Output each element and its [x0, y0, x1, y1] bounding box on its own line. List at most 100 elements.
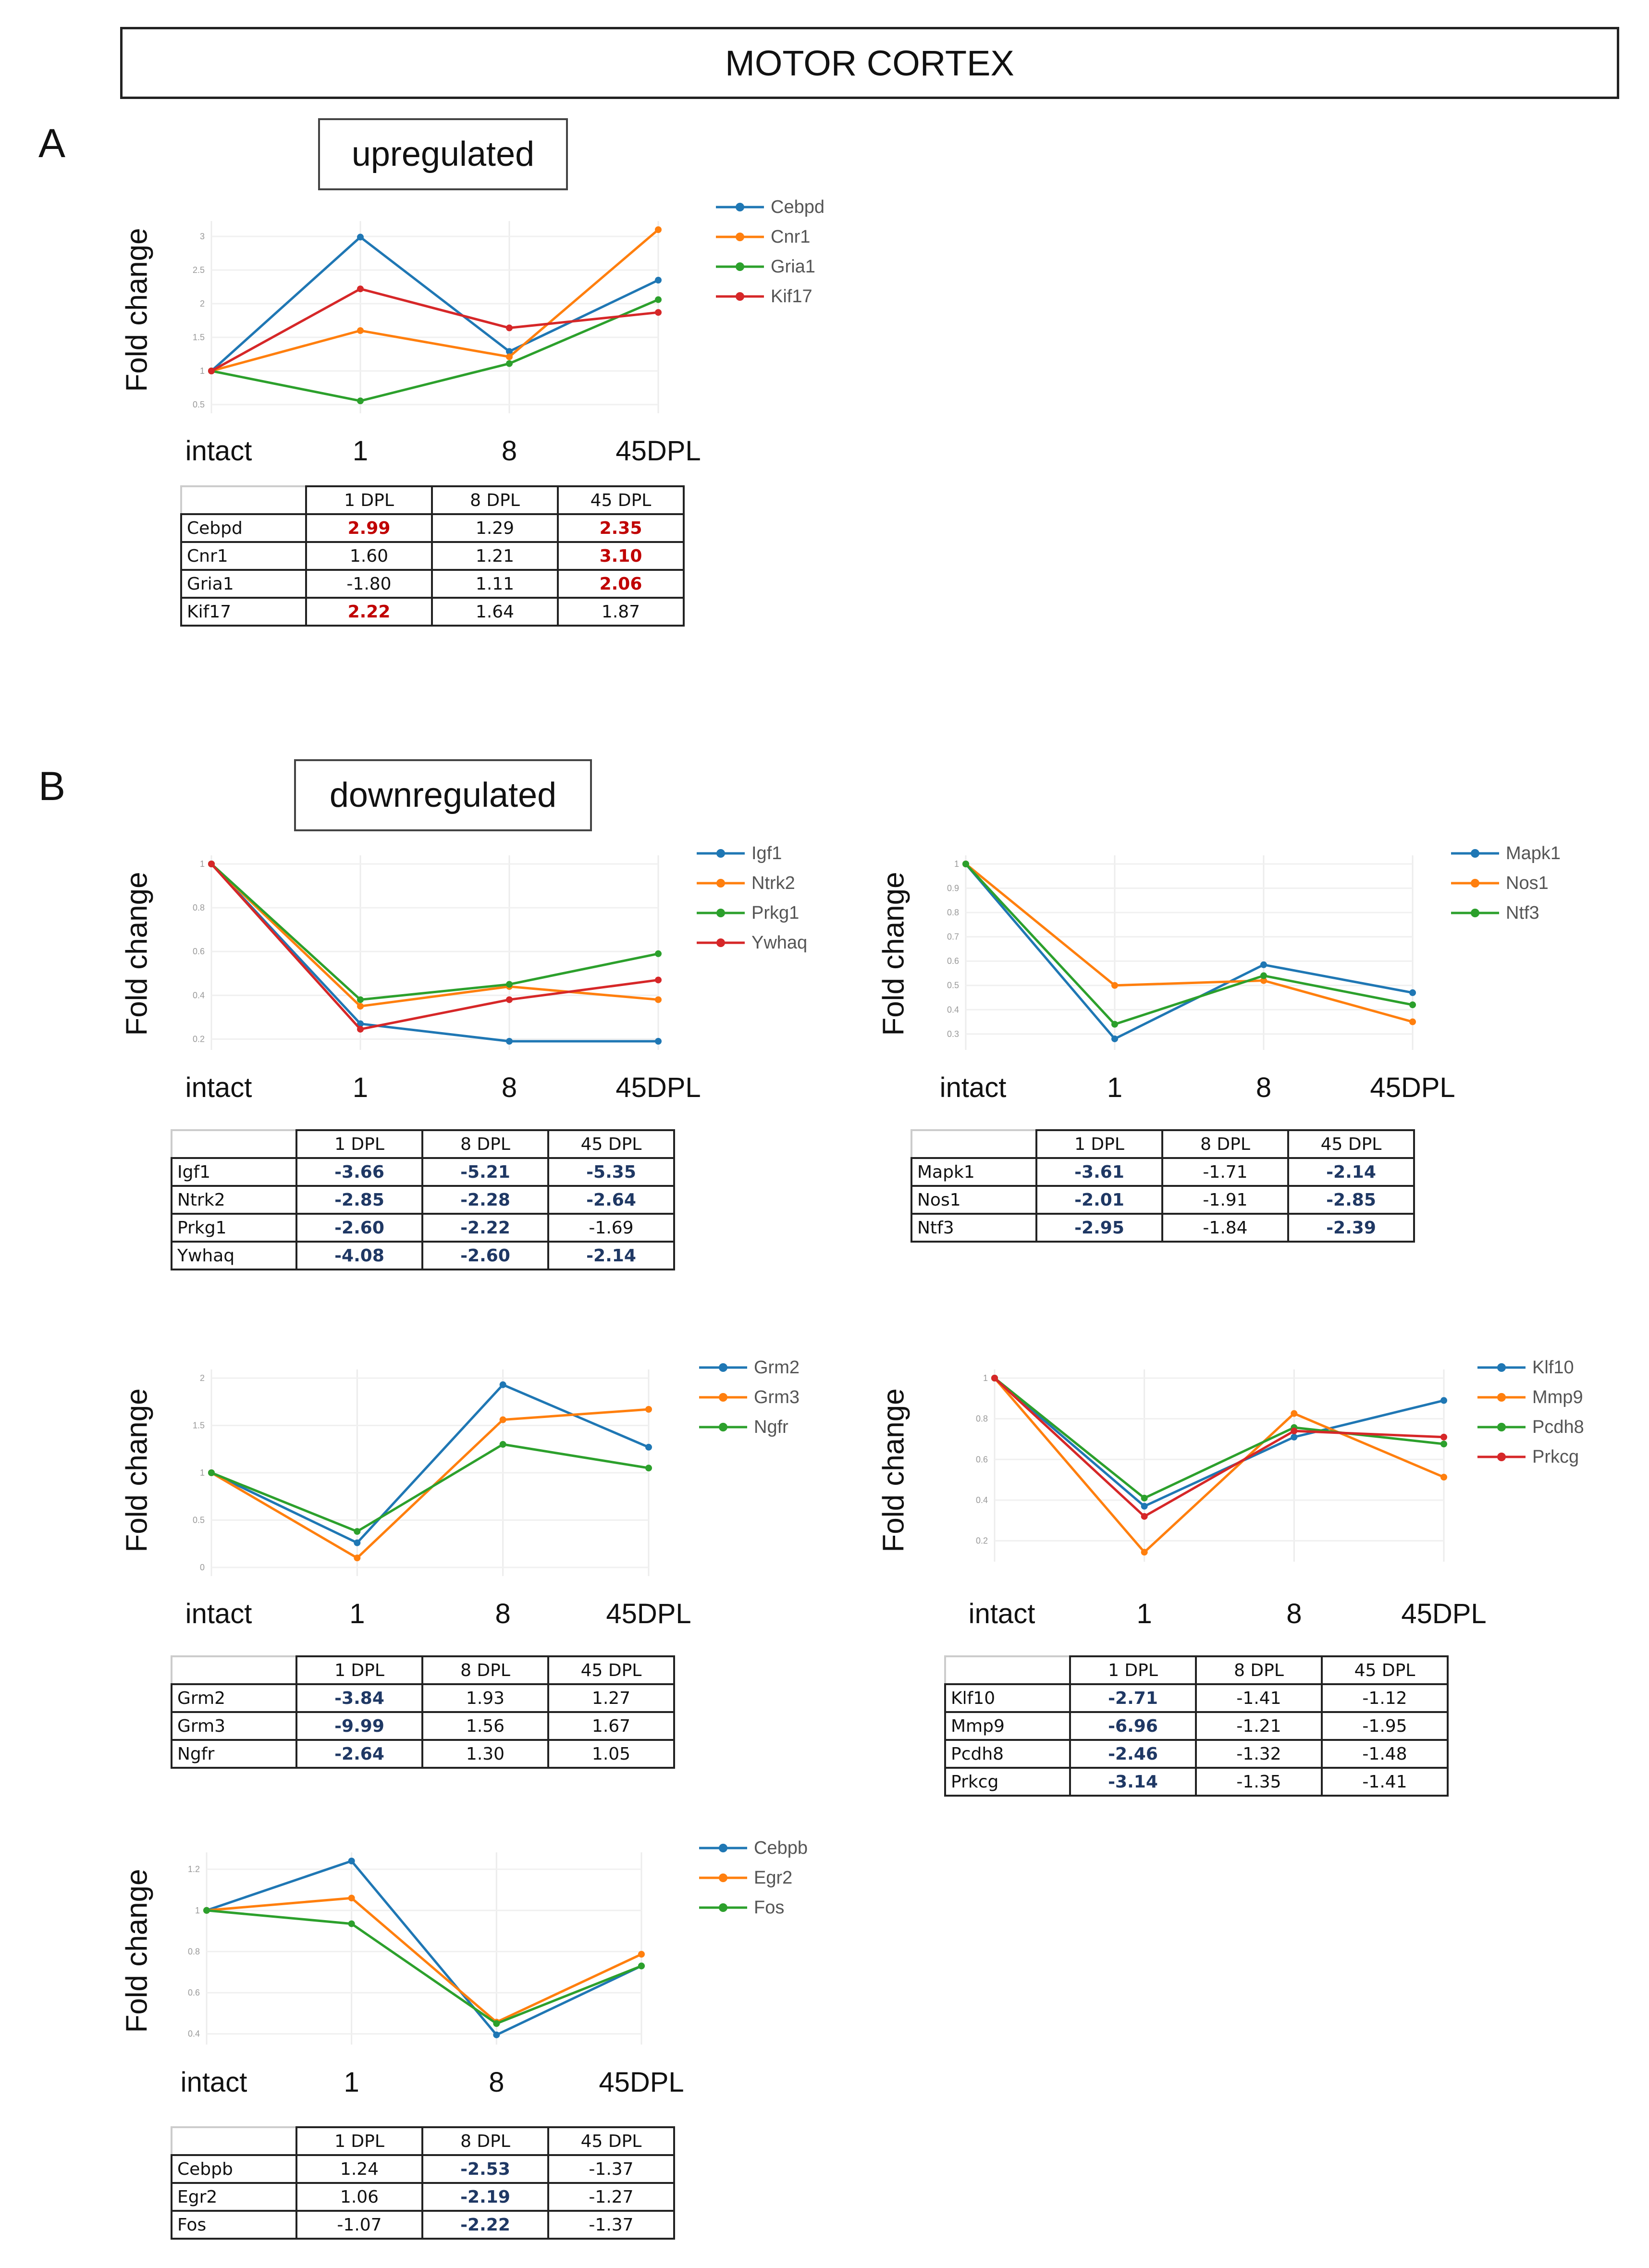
- gene-name-cell: Nos1: [911, 1185, 1037, 1215]
- y-tick-label: 0.2: [193, 1034, 205, 1044]
- series-line-nos1: [965, 863, 1413, 1023]
- gene-name-cell: Mapk1: [911, 1157, 1037, 1187]
- data-point-igf1: [357, 1020, 364, 1027]
- y-tick-label: 3: [200, 232, 205, 241]
- page-title: MOTOR CORTEX: [120, 27, 1619, 99]
- legend-swatch: [697, 938, 745, 947]
- value-cell: -1.27: [547, 2182, 675, 2212]
- x-axis-label: intact: [185, 1598, 252, 1629]
- data-point-egr2: [638, 1950, 645, 1958]
- legend: Grm2 Grm3 Ngfr: [699, 1353, 800, 1442]
- table-row: Prkg1 -2.60 -2.22 -1.69: [171, 1213, 675, 1243]
- value-cell: -2.71: [1069, 1683, 1197, 1713]
- y-tick-label: 0.8: [188, 1947, 200, 1956]
- data-point-nos1: [1111, 982, 1118, 989]
- x-axis-label: intact: [185, 435, 252, 467]
- value-cell: -3.84: [295, 1683, 423, 1713]
- table-row: Cebpb 1.24 -2.53 -1.37: [171, 2154, 675, 2184]
- gene-name-cell: Pcdh8: [944, 1739, 1071, 1769]
- data-point-ngfr: [499, 1441, 506, 1448]
- series-line-ngfr: [211, 1443, 649, 1533]
- legend-label: Prkcg: [1532, 1446, 1579, 1467]
- x-axis-label: 8: [489, 2067, 505, 2098]
- value-cell: -1.95: [1321, 1711, 1449, 1741]
- legend-swatch: [699, 1844, 747, 1852]
- data-point-grm2: [354, 1539, 361, 1546]
- value-cell: -2.53: [421, 2154, 549, 2184]
- legend-swatch: [699, 1874, 747, 1882]
- y-tick-label: 0.5: [193, 1516, 205, 1525]
- x-axis-label: 45DPL: [599, 2067, 684, 2098]
- gene-name-cell: Ngfr: [171, 1739, 297, 1769]
- data-point-fos: [638, 1962, 645, 1970]
- y-tick-label: 0: [200, 1563, 205, 1572]
- x-axis-label: 8: [1255, 1072, 1272, 1103]
- data-point-grm2: [645, 1443, 652, 1451]
- legend-item: Grm3: [699, 1382, 800, 1412]
- legend-label: Gria1: [771, 256, 815, 277]
- gene-name-cell: Igf1: [171, 1157, 297, 1187]
- x-axis-label: 1: [1107, 1072, 1123, 1103]
- y-tick-label: 2.5: [193, 265, 205, 275]
- table-row: Pcdh8 -2.46 -1.32 -1.48: [944, 1739, 1449, 1769]
- legend-swatch: [1477, 1423, 1526, 1431]
- legend-item: Kif17: [716, 282, 824, 311]
- data-point-ywhaq: [506, 996, 513, 1003]
- panel-b-letter: B: [38, 764, 66, 809]
- legend-item: Ngfr: [699, 1412, 800, 1442]
- table-row: Egr2 1.06 -2.19 -1.27: [171, 2182, 675, 2212]
- data-point-cnr1: [655, 226, 662, 233]
- legend-label: Cebpd: [771, 197, 824, 217]
- value-cell: -2.19: [421, 2182, 549, 2212]
- panel-b-label: downregulated: [294, 759, 592, 831]
- data-point-cnr1: [357, 327, 364, 334]
- value-cell: -2.64: [547, 1185, 675, 1215]
- x-axis-label: 1: [352, 435, 369, 467]
- x-axis-label: 8: [495, 1598, 511, 1629]
- legend-item: Ywhaq: [697, 928, 807, 958]
- series-line-cnr1: [211, 229, 659, 372]
- y-axis-label: Fold change: [120, 1388, 154, 1553]
- data-point-prkcg: [1141, 1513, 1148, 1520]
- value-cell: -1.32: [1195, 1739, 1323, 1769]
- legend-label: Klf10: [1532, 1357, 1574, 1378]
- x-axis-label: 1: [352, 1072, 369, 1103]
- legend-swatch: [699, 1393, 747, 1402]
- c1-plot: 0.5 1 1.5 2 2.5 3: [193, 221, 662, 413]
- value-cell: 1.06: [295, 2182, 423, 2212]
- y-tick-label: 2: [200, 1373, 205, 1383]
- data-point-fos: [203, 1907, 210, 1914]
- table-header-cell: 45 DPL: [547, 1129, 675, 1159]
- value-cell: -6.96: [1069, 1711, 1197, 1741]
- y-tick-label: 0.6: [188, 1988, 200, 1997]
- data-point-cebpb: [348, 1858, 355, 1864]
- series-line-grm2: [210, 1383, 649, 1544]
- value-cell: -5.21: [421, 1157, 549, 1187]
- series-line-igf1: [210, 863, 658, 1043]
- x-axis-label: 1: [1136, 1598, 1152, 1629]
- series-line-prkg1: [210, 863, 659, 1001]
- y-tick-label: 0.6: [193, 947, 205, 956]
- data-point-ngfr: [208, 1469, 215, 1476]
- data-point-prkg1: [506, 981, 513, 988]
- data-point-kif17: [655, 309, 662, 316]
- gene-name-cell: Ywhaq: [171, 1241, 297, 1270]
- value-cell: -1.37: [547, 2154, 675, 2184]
- legend-swatch: [1451, 909, 1499, 917]
- legend-swatch: [699, 1903, 747, 1912]
- value-cell: -2.28: [421, 1185, 549, 1215]
- table-corner-cell: [171, 1655, 297, 1685]
- c3-plot: 0.3 0.4 0.5 0.6 0.7 0.8 0.9 1: [947, 855, 1416, 1050]
- y-tick-label: 1: [195, 1906, 200, 1915]
- value-cell: -1.12: [1321, 1683, 1449, 1713]
- y-tick-label: 0.4: [193, 990, 205, 1000]
- legend-item: Gria1: [716, 252, 824, 282]
- series-line-klf10: [994, 1377, 1444, 1508]
- data-point-cebpd: [655, 277, 662, 284]
- data-point-mmp9: [1440, 1474, 1447, 1481]
- gene-name-cell: Klf10: [944, 1683, 1071, 1713]
- series-line-ywhaq: [210, 863, 659, 1031]
- value-cell: -1.71: [1161, 1157, 1289, 1187]
- x-axis-label: 8: [501, 435, 517, 467]
- y-axis-label: Fold change: [877, 1388, 911, 1553]
